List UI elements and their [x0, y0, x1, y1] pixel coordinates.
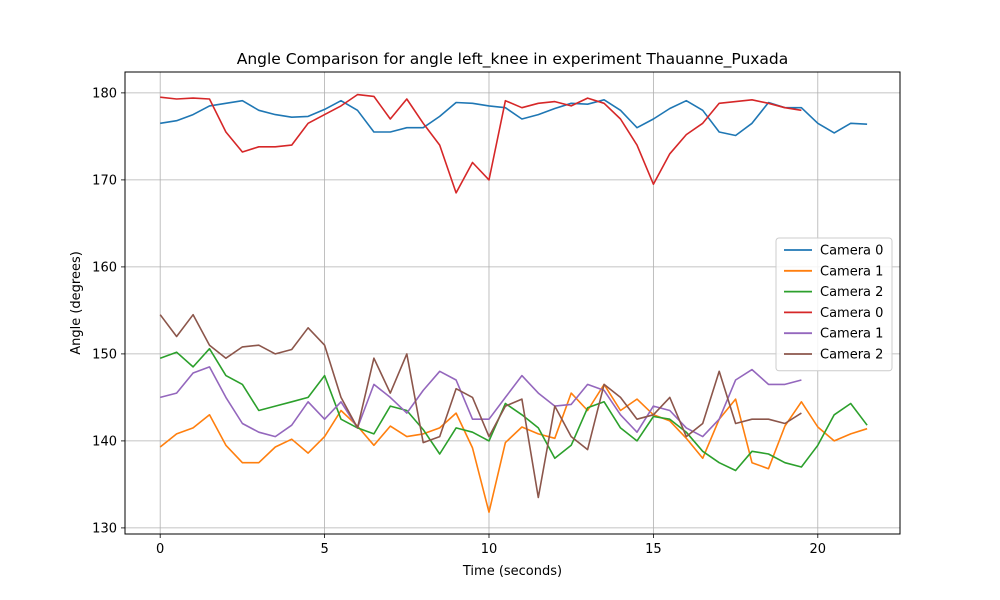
legend-label-4: Camera 1 [820, 327, 883, 342]
chart-title: Angle Comparison for angle left_knee in … [237, 50, 789, 69]
legend-label-0: Camera 0 [820, 244, 883, 259]
x-tick-label: 10 [481, 542, 498, 557]
legend-label-2: Camera 2 [820, 285, 883, 300]
x-tick-label: 5 [320, 542, 328, 557]
series-line-0 [160, 99, 868, 137]
y-tick-label: 140 [92, 434, 117, 449]
axis-ticks: 0 5 10 15 20 130 140 150 160 170 180 [92, 86, 826, 557]
series-lines [159, 93, 868, 514]
x-axis-label: Time (seconds) [462, 564, 562, 579]
y-tick-label: 160 [92, 260, 117, 275]
y-tick-label: 130 [92, 521, 117, 536]
x-tick-label: 0 [156, 542, 164, 557]
legend-label-1: Camera 1 [820, 264, 883, 279]
series-line-4 [159, 366, 802, 438]
plot-area-frame [124, 71, 901, 535]
y-tick-label: 150 [92, 347, 117, 362]
legend-label-5: Camera 2 [820, 348, 883, 363]
x-tick-label: 20 [810, 542, 827, 557]
series-line-1 [159, 383, 868, 514]
y-tick-label: 170 [92, 173, 117, 188]
grid [125, 72, 900, 534]
legend-label-3: Camera 0 [820, 306, 883, 321]
y-axis-label: Angle (degrees) [69, 251, 84, 355]
series-line-3 [160, 93, 802, 194]
y-tick-label: 180 [92, 86, 117, 101]
series-line-5 [159, 313, 802, 499]
legend: Camera 0 Camera 1 Camera 2 Camera 0 Camera 1… [775, 237, 893, 372]
series-line-2 [159, 347, 868, 472]
x-tick-label: 15 [645, 542, 662, 557]
